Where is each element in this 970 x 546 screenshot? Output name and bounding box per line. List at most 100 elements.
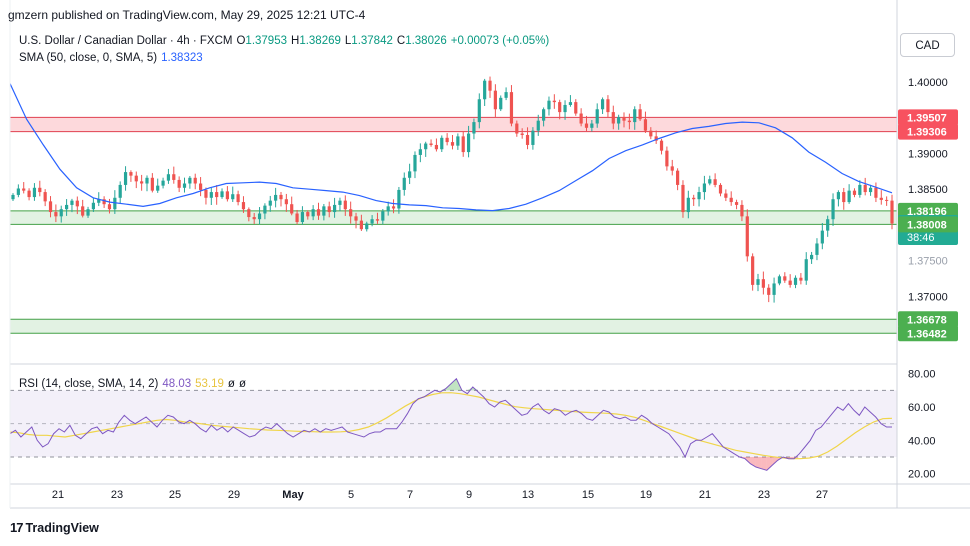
brand-name: TradingView [25, 521, 99, 535]
candle-body [879, 197, 883, 200]
publish-info: gmzern published on TradingView.com, May… [8, 8, 366, 22]
candle-body [193, 177, 197, 184]
rsi-oversold-fill [750, 457, 756, 467]
price-label-zone-red: 1.39306 [898, 123, 958, 140]
candle-body [525, 134, 530, 145]
candle-body [745, 216, 749, 257]
candle-body [252, 217, 256, 220]
rsi-pane [9, 377, 897, 471]
candle-body [847, 190, 851, 203]
candle-body [59, 209, 63, 217]
sma-value: 1.38323 [161, 52, 203, 64]
candle-body [172, 174, 176, 180]
candle-body [408, 171, 412, 178]
candle-body [129, 172, 133, 176]
price-tick-label-partial: 1.37500 [908, 256, 948, 268]
candle-body [279, 194, 283, 200]
zone-support [10, 210, 897, 225]
candle-body [520, 133, 524, 135]
price-label-text: 1.36678 [907, 314, 947, 326]
candle-body [32, 187, 37, 198]
price-label-box [898, 216, 958, 233]
sma-legend[interactable]: SMA (50, close, 0, SMA, 5) 1.38323 [19, 52, 207, 64]
time-tick-label: 15 [582, 489, 594, 501]
candle-body [16, 188, 20, 195]
candle-body [659, 140, 664, 151]
candle-body [295, 213, 299, 223]
candle-body [257, 213, 262, 220]
candle-body [140, 181, 144, 184]
candle-body [804, 259, 808, 281]
candle-body [670, 166, 674, 171]
candle-body [515, 123, 519, 134]
candle-body [182, 183, 187, 188]
candle-body [649, 130, 653, 137]
sma-label: SMA (50, close, 0, SMA, 5) [19, 52, 158, 64]
price-label-box [898, 325, 958, 342]
sma-line [9, 83, 893, 212]
candle-body [311, 209, 315, 217]
candle-body [241, 202, 246, 210]
rsi-oversold-fill [772, 457, 778, 466]
candle-body [134, 175, 138, 182]
candle-body [450, 142, 455, 146]
low-label: L [344, 35, 352, 47]
candle-body [70, 200, 74, 205]
candle-body [820, 230, 824, 244]
candle-body [633, 109, 637, 123]
candle-body [842, 192, 846, 203]
candle-body [885, 199, 889, 201]
rsi-na-1: ø [227, 378, 235, 390]
candle-body [402, 177, 406, 190]
candle-body [852, 190, 857, 195]
rsi-label: RSI (14, close, SMA, 14, 2) [19, 378, 159, 390]
rsi-na-2: ø [238, 378, 246, 390]
candle-body [166, 174, 171, 181]
symbol-title[interactable]: U.S. Dollar / Canadian Dollar · 4h · FXC… [19, 35, 233, 47]
candle-body [113, 197, 117, 210]
time-tick-label: 9 [466, 489, 472, 501]
zone-support-lower [10, 319, 897, 334]
rsi-overbought-fill [467, 387, 473, 391]
candle-body [595, 109, 599, 124]
candle-body [145, 177, 149, 184]
price-label-countdown: 38:46 [907, 232, 935, 244]
candle-body [681, 184, 685, 213]
candle-body [424, 143, 428, 150]
rsi-legend[interactable]: RSI (14, close, SMA, 14, 2) 48.03 53.19 ø ø [19, 378, 250, 390]
currency-button[interactable]: CAD [900, 33, 955, 57]
candle-body [429, 143, 433, 145]
candle-body [734, 202, 739, 205]
candle-body [316, 209, 321, 216]
candle-body [600, 99, 605, 110]
time-tick-label: 25 [169, 489, 181, 501]
rsi-line [9, 377, 892, 471]
candle-body [236, 194, 240, 203]
candle-body [836, 192, 841, 200]
candle-body [831, 199, 835, 220]
candle-body [756, 279, 760, 285]
tradingview-brand[interactable]: 17 TradingView [10, 520, 99, 535]
candle-body [483, 80, 487, 100]
candle-body [584, 123, 589, 128]
candle-body [274, 194, 278, 201]
rsi-ma-value: 53.19 [195, 378, 224, 390]
candle-body [306, 212, 310, 217]
open-label: O [236, 35, 246, 47]
candle-body [322, 206, 326, 216]
time-tick-label: 5 [348, 489, 354, 501]
candle-body [488, 80, 492, 91]
candle-body [724, 193, 728, 198]
candle-body [64, 204, 69, 210]
candle-body [767, 287, 771, 295]
candle-body [627, 120, 631, 123]
candle-body [665, 150, 669, 167]
candle-body [810, 254, 814, 260]
candle-body [220, 191, 224, 198]
candle-body [783, 276, 787, 281]
candle-body [676, 170, 680, 185]
candle-body [107, 204, 112, 210]
candle-body [413, 154, 417, 172]
rsi-oversold-fill [755, 457, 762, 469]
